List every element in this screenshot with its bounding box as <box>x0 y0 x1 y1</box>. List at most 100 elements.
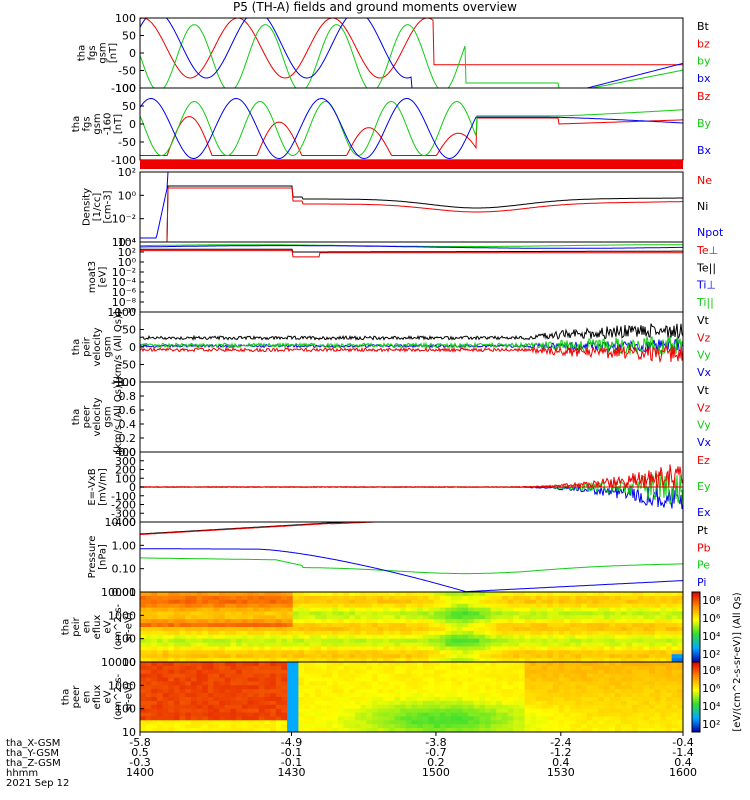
heat-cell <box>626 654 633 659</box>
heat-cell <box>253 638 260 644</box>
heat-cell <box>287 716 294 721</box>
heat-cell <box>405 677 412 682</box>
heat-cell <box>157 669 164 675</box>
heat-cell <box>479 704 486 710</box>
heat-cell <box>264 592 271 597</box>
heat-cell <box>507 665 514 671</box>
heat-cell <box>564 592 571 597</box>
heat-cell <box>219 627 226 632</box>
heat-cell <box>479 638 486 644</box>
heat-cell <box>637 665 644 671</box>
heat-cell <box>666 728 673 733</box>
panel-9-ytick-label: 1000 <box>108 609 136 622</box>
heat-cell <box>677 630 684 636</box>
heat-cell <box>654 611 661 616</box>
heat-cell <box>473 669 480 675</box>
heat-cell <box>162 654 169 659</box>
heat-cell <box>241 712 248 717</box>
heat-cell <box>377 627 384 632</box>
heat-cell <box>530 611 537 616</box>
heat-cell <box>207 689 215 694</box>
heat-cell <box>140 599 147 605</box>
heat-cell <box>366 599 373 605</box>
heat-cell <box>264 662 271 667</box>
heat-cell <box>321 634 328 640</box>
heat-cell <box>496 611 503 616</box>
panel-8-legend-green: Pe <box>697 559 710 572</box>
heat-cell <box>253 724 260 729</box>
heat-cell <box>332 685 339 690</box>
heat-cell <box>434 662 441 667</box>
heat-cell <box>400 595 407 601</box>
heat-cell <box>360 650 367 655</box>
heat-cell <box>360 720 367 725</box>
heat-cell <box>224 662 231 667</box>
heat-cell <box>643 669 650 675</box>
heat-cell <box>241 638 248 644</box>
panel-6-ytick-label: 0.0 <box>119 446 137 459</box>
heat-cell <box>552 677 560 682</box>
heat-cell <box>354 704 362 710</box>
heat-cell <box>468 720 475 725</box>
panel-1-ytick-label: -50 <box>118 65 136 78</box>
heat-cell <box>519 708 526 714</box>
heat-cell <box>185 638 192 644</box>
panel-2-ytick-label: 100 <box>115 82 136 95</box>
heat-cell <box>485 627 492 632</box>
heat-cell <box>439 685 446 690</box>
heat-cell <box>190 634 198 640</box>
heat-cell <box>496 724 503 729</box>
heat-cell <box>241 627 248 632</box>
heat-cell <box>400 681 407 686</box>
heat-cell <box>473 595 480 601</box>
heat-cell <box>224 700 231 706</box>
heat-cell <box>400 619 407 624</box>
heat-cell <box>371 654 379 659</box>
heat-cell <box>179 724 186 729</box>
heat-cell <box>462 697 469 702</box>
heat-cell <box>349 708 356 714</box>
panel-2-ylabel-line: gsm <box>92 113 103 134</box>
heat-cell <box>185 611 192 616</box>
heat-cell <box>620 658 627 663</box>
heat-cell <box>615 724 622 729</box>
heat-cell <box>202 689 209 694</box>
heat-cell <box>524 665 531 671</box>
heat-cell <box>552 708 560 714</box>
heat-cell <box>394 603 401 609</box>
heat-cell <box>479 728 486 733</box>
heat-cell <box>360 638 367 644</box>
heat-cell <box>547 681 554 686</box>
heat-cell <box>547 720 554 725</box>
heat-cell <box>275 654 282 659</box>
heat-cell <box>586 677 593 682</box>
heat-cell <box>258 638 265 644</box>
series-pi <box>140 548 683 593</box>
heat-cell <box>405 689 412 694</box>
heat-cell <box>603 677 610 682</box>
heat-cell <box>185 599 192 605</box>
heat-cell <box>202 669 209 675</box>
heat-cell <box>168 638 175 644</box>
heat-cell <box>343 658 350 663</box>
x-tick-hhmm: 1400 <box>126 766 154 779</box>
heat-cell <box>292 603 299 609</box>
heat-cell <box>643 673 650 679</box>
heat-cell <box>456 627 463 632</box>
heat-cell <box>603 595 610 601</box>
heat-cell <box>179 677 186 682</box>
heat-cell <box>519 650 526 655</box>
heat-cell <box>213 716 220 721</box>
heat-cell <box>677 669 684 675</box>
heat-cell <box>632 592 639 597</box>
heat-cell <box>151 697 158 702</box>
heat-cell <box>151 677 158 682</box>
heat-cell <box>666 599 673 605</box>
heat-cell <box>332 623 339 628</box>
heat-cell <box>185 646 192 651</box>
heat-cell <box>309 619 316 624</box>
heat-cell <box>179 627 186 632</box>
heat-cell <box>388 646 396 651</box>
heat-cell <box>224 689 231 694</box>
heat-cell <box>496 623 503 628</box>
